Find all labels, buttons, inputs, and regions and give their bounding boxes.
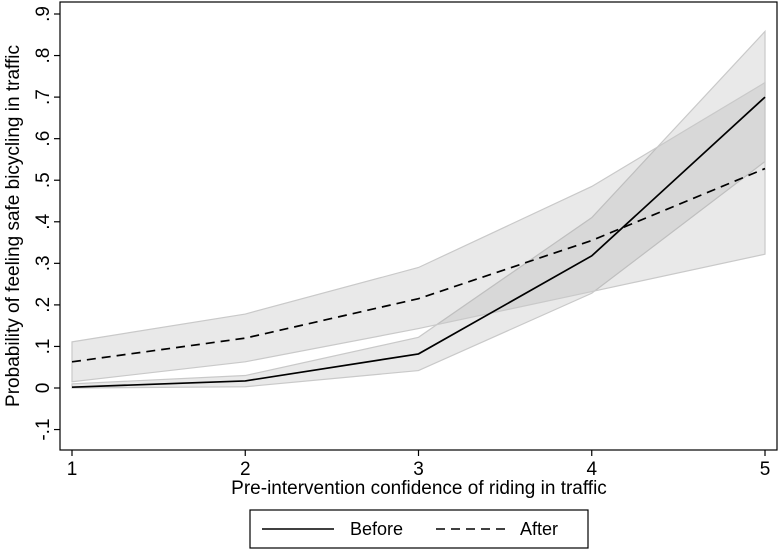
y-tick-label: .8 <box>33 48 54 64</box>
legend: Before After <box>249 509 589 549</box>
y-tick-label: 0 <box>33 383 54 394</box>
y-tick-label: .6 <box>33 131 54 147</box>
y-tick-label: .9 <box>33 6 54 22</box>
series-lines <box>71 96 766 389</box>
y-axis-title: Probability of feeling safe bicycling in… <box>3 45 24 407</box>
y-tick-label: .2 <box>33 297 54 313</box>
confidence-bands <box>71 29 766 389</box>
legend-box <box>249 509 589 549</box>
x-axis-title: Pre-intervention confidence of riding in… <box>231 478 607 499</box>
x-tick-label: 1 <box>67 459 78 480</box>
y-tick-label: .7 <box>33 89 54 105</box>
x-tick-label: 5 <box>760 459 771 480</box>
x-axis-ticks: 1 2 3 4 5 <box>67 450 771 480</box>
y-axis-ticks: -.1 0 .1 .2 .3 .4 .5 .6 .7 .8 .9 <box>33 6 60 441</box>
legend-after-label: After <box>520 519 558 539</box>
y-tick-label: .4 <box>33 213 54 229</box>
series-line-before <box>71 96 766 389</box>
ci-band-after <box>71 81 766 383</box>
x-tick-label: 3 <box>413 459 424 480</box>
x-tick-label: 4 <box>586 459 597 480</box>
legend-before-label: Before <box>350 519 403 539</box>
y-tick-label: -.1 <box>33 418 54 440</box>
y-tick-label: .1 <box>33 339 54 355</box>
series-line-after <box>71 167 766 363</box>
y-tick-label: .5 <box>33 172 54 188</box>
y-tick-label: .3 <box>33 255 54 271</box>
x-tick-label: 2 <box>240 459 251 480</box>
